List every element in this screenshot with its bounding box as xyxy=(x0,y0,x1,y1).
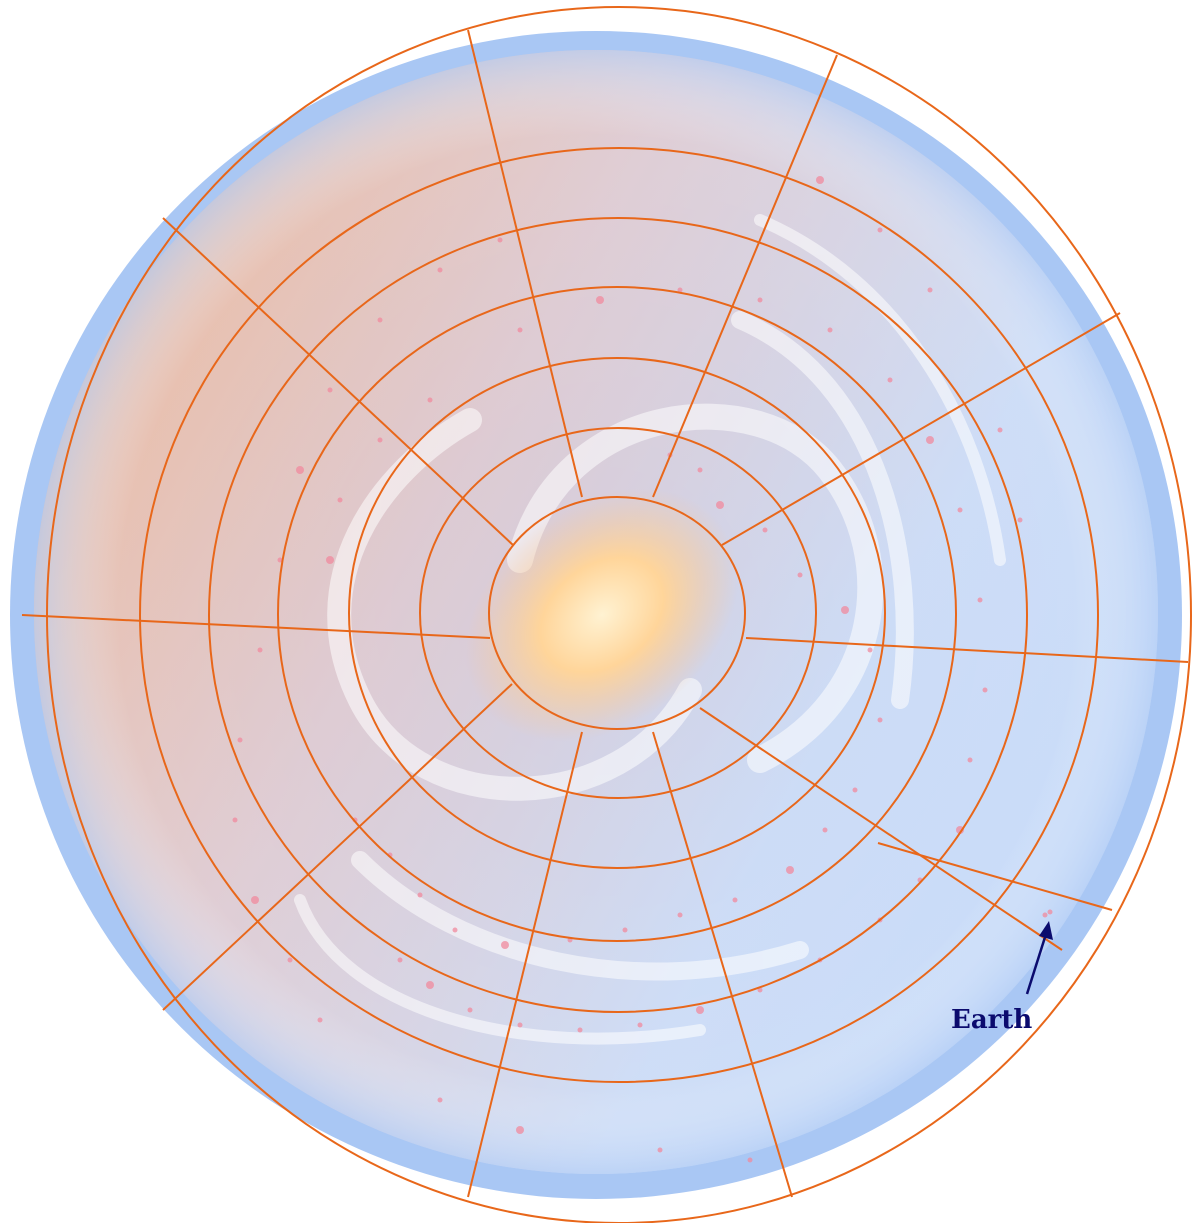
star-point xyxy=(757,297,763,303)
star-point xyxy=(657,1147,663,1153)
star-point xyxy=(957,507,963,513)
star-point xyxy=(927,287,933,293)
star-point xyxy=(517,1022,523,1028)
grid-spoke-1 xyxy=(467,29,583,498)
star-point xyxy=(287,957,293,963)
star-point xyxy=(852,787,858,793)
earth-marker: Earth xyxy=(951,921,1053,1035)
star-point xyxy=(822,827,828,833)
star-point xyxy=(967,757,973,763)
grid-spoke-7 xyxy=(467,731,583,1198)
star-point xyxy=(577,1027,583,1033)
grid-ring-3 xyxy=(348,357,886,869)
star-point xyxy=(277,557,283,563)
grid-spoke-3 xyxy=(721,312,1121,546)
star-point xyxy=(867,647,873,653)
grid-spoke-8 xyxy=(162,683,513,1011)
grid-spokes xyxy=(21,29,1189,1198)
star-point xyxy=(877,227,883,233)
star-point xyxy=(877,717,883,723)
spiral-arm-5 xyxy=(754,214,1006,566)
star-point xyxy=(697,467,703,473)
star-point xyxy=(977,597,983,603)
spiral-arm-2 xyxy=(327,408,702,801)
arrow-icon xyxy=(1025,933,1048,995)
star-point xyxy=(926,436,934,444)
star-point xyxy=(637,1022,643,1028)
grid-ring-4 xyxy=(277,286,957,942)
grid-spoke-9 xyxy=(21,614,491,639)
star-point xyxy=(317,1017,323,1023)
star-point xyxy=(251,896,259,904)
earth-label: Earth xyxy=(951,1005,1032,1035)
star-point xyxy=(1017,517,1023,523)
grid-rings xyxy=(46,6,1192,1223)
spiral-arms xyxy=(294,214,1006,1045)
star-point xyxy=(377,317,383,323)
star-point xyxy=(516,1126,524,1134)
grid-spoke-2 xyxy=(652,54,838,498)
star-point xyxy=(426,981,434,989)
star-point xyxy=(427,397,433,403)
arrow-head-icon xyxy=(1039,921,1053,940)
grid-ring-7 xyxy=(46,6,1192,1223)
star-point xyxy=(437,267,443,273)
galactic-core xyxy=(465,488,739,742)
star-point xyxy=(232,817,238,823)
grid-ring-1 xyxy=(488,496,746,730)
star-point xyxy=(887,377,893,383)
star-point xyxy=(237,737,243,743)
star-point xyxy=(677,287,683,293)
grid-spoke-4 xyxy=(745,637,1189,663)
star-point xyxy=(732,897,738,903)
grid-spoke-6 xyxy=(652,731,793,1198)
star-point xyxy=(517,327,523,333)
star-point xyxy=(797,572,803,578)
star-point xyxy=(827,327,833,333)
star-point xyxy=(437,1097,443,1103)
star-point xyxy=(997,427,1003,433)
star-point xyxy=(337,497,343,503)
star-point xyxy=(452,927,458,933)
grid-spoke-10 xyxy=(162,217,514,546)
star-point xyxy=(747,1157,753,1163)
star-point xyxy=(497,237,503,243)
grid-ring-5 xyxy=(208,217,1028,1013)
star-point xyxy=(956,826,964,834)
star-point xyxy=(1042,912,1048,918)
star-point xyxy=(257,647,263,653)
star-point xyxy=(1047,909,1053,915)
star-point xyxy=(397,957,403,963)
star-point xyxy=(677,912,683,918)
star-point xyxy=(982,687,988,693)
spiral-arm-6 xyxy=(294,894,706,1045)
star-point xyxy=(696,1006,704,1014)
grid-spoke-11 xyxy=(877,842,1113,911)
grid-spoke-5 xyxy=(699,707,1063,951)
star-point xyxy=(326,556,334,564)
star-point xyxy=(467,1007,473,1013)
star-point xyxy=(296,466,304,474)
spiral-arm-4 xyxy=(351,851,809,981)
spiral-arm-3 xyxy=(731,311,914,709)
star-point xyxy=(786,866,794,874)
star-point xyxy=(716,501,724,509)
star-point xyxy=(377,437,383,443)
star-point xyxy=(417,892,423,898)
star-point xyxy=(622,927,628,933)
star-point xyxy=(816,176,824,184)
star-point xyxy=(841,606,849,614)
star-point xyxy=(596,296,604,304)
star-point xyxy=(327,387,333,393)
star-point xyxy=(762,527,768,533)
spiral-arm-1 xyxy=(507,403,884,773)
grid-ring-2 xyxy=(419,427,817,799)
grid-ring-6 xyxy=(139,147,1099,1083)
star-point xyxy=(501,941,509,949)
